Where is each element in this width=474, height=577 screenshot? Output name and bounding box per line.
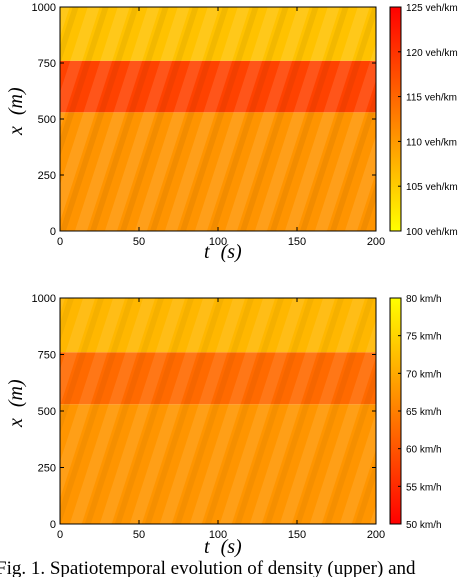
y-tick-label: 500 (38, 406, 56, 418)
colorbar-tick-label: 60 km/h (406, 445, 442, 456)
x-tick-label: 0 (57, 529, 63, 541)
x-tick-label: 100 (209, 529, 227, 541)
density-colorbar-ticks: 100 veh/km 105 veh/km 110 veh/km 115 veh/km… (398, 3, 458, 238)
x-tick-label: 50 (133, 236, 145, 248)
x-tick-label: 150 (288, 529, 306, 541)
x-tick-label: 0 (57, 236, 63, 248)
colorbar-tick-label: 125 veh/km (406, 3, 458, 14)
speed-x-unit: (s) (221, 536, 242, 558)
density-x-ticks: 0 50 100 150 200 (57, 7, 385, 248)
density-y-unit: (m) (5, 87, 27, 115)
y-tick-label: 250 (38, 463, 56, 475)
density-x-var: t (204, 241, 210, 263)
y-tick-label: 0 (50, 519, 56, 531)
speed-x-var: t (204, 536, 210, 558)
colorbar-tick-label: 120 veh/km (406, 48, 458, 59)
y-tick-label: 1000 (32, 2, 56, 14)
y-tick-label: 500 (38, 114, 56, 126)
speed-x-axis-label: t (s) (204, 536, 242, 558)
x-tick-label: 200 (367, 236, 385, 248)
density-x-axis-label: t (s) (204, 241, 242, 263)
density-y-var: x (5, 126, 27, 136)
speed-y-ticks: 0 250 500 750 1000 (32, 293, 376, 531)
speed-y-axis-label: x (m) (5, 379, 27, 428)
speed-y-var: x (5, 418, 27, 428)
colorbar-tick-label: 65 km/h (406, 407, 442, 418)
colorbar-tick-label: 50 km/h (406, 520, 442, 531)
density-wave-texture (60, 7, 376, 231)
x-tick-label: 100 (209, 236, 227, 248)
x-tick-label: 200 (367, 529, 385, 541)
x-tick-label: 50 (133, 529, 145, 541)
colorbar-tick-label: 70 km/h (406, 369, 442, 380)
speed-colorbar-ticks: 50 km/h 55 km/h 60 km/h 65 km/h 70 km/h 75 km… (398, 294, 442, 531)
colorbar-tick-label: 80 km/h (406, 294, 442, 305)
colorbar-tick-label: 105 veh/km (406, 182, 458, 193)
y-tick-label: 1000 (32, 293, 56, 305)
y-tick-label: 250 (38, 170, 56, 182)
x-tick-label: 150 (288, 236, 306, 248)
figure-caption: Fig. 1. Spatiotemporal evolution of dens… (0, 558, 416, 577)
colorbar-tick-label: 75 km/h (406, 332, 442, 343)
colorbar-tick-label: 115 veh/km (406, 93, 457, 104)
colorbar-tick-label: 110 veh/km (406, 137, 457, 148)
speed-wave-texture (60, 298, 376, 524)
speed-x-ticks: 0 50 100 150 200 (57, 298, 385, 541)
density-y-axis-label: x (m) (5, 87, 27, 136)
colorbar-tick-label: 100 veh/km (406, 227, 458, 238)
y-tick-label: 0 (50, 226, 56, 238)
colorbar-tick-label: 55 km/h (406, 482, 442, 493)
y-tick-label: 750 (38, 350, 56, 362)
density-x-unit: (s) (221, 241, 242, 263)
y-tick-label: 750 (38, 58, 56, 70)
speed-y-unit: (m) (5, 379, 27, 407)
density-colorbar (389, 6, 402, 232)
density-y-ticks: 0 250 500 750 1000 (32, 2, 376, 238)
